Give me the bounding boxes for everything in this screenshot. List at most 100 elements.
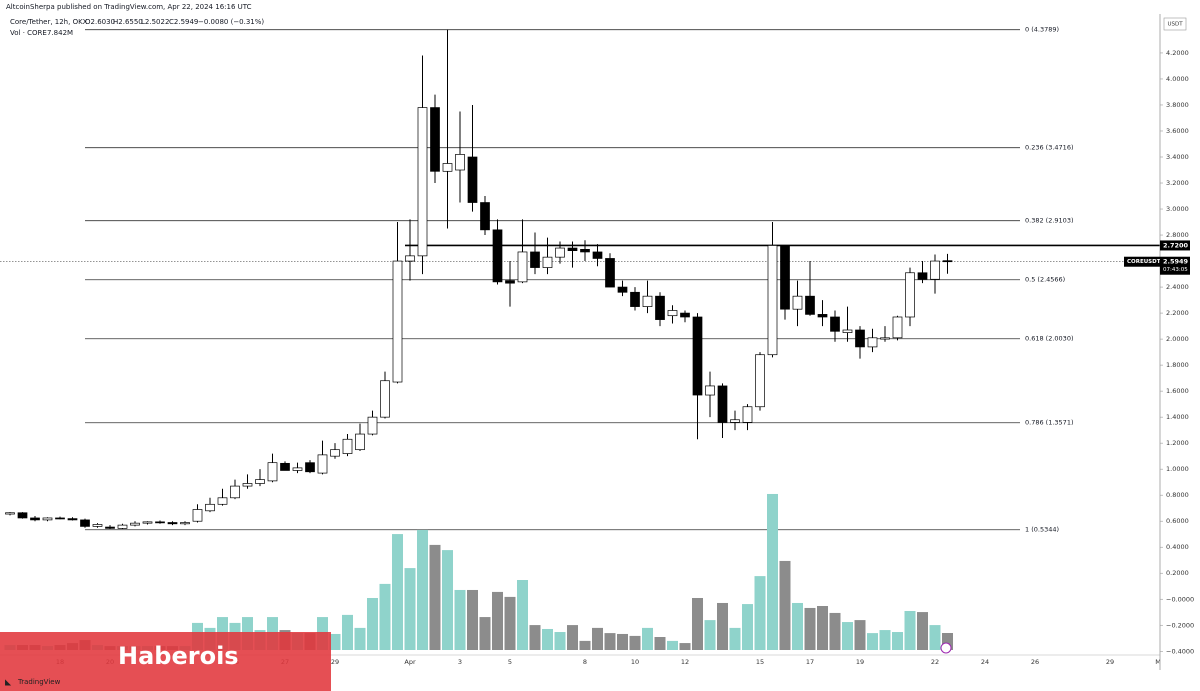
volume-bar bbox=[542, 628, 553, 650]
y-tick-label: 2.2000 bbox=[1166, 309, 1189, 317]
candle-body bbox=[67, 518, 78, 521]
candle-body bbox=[442, 163, 453, 172]
volume-bar bbox=[654, 636, 666, 650]
x-tick-label: 26 bbox=[1031, 658, 1039, 666]
candle-body bbox=[830, 316, 840, 332]
volume-bar bbox=[417, 529, 428, 650]
candle-body bbox=[730, 419, 740, 423]
candle-body bbox=[717, 385, 728, 423]
currency-box bbox=[1163, 17, 1187, 31]
y-tick-label: 2.8000 bbox=[1166, 231, 1189, 239]
candle-body bbox=[405, 255, 415, 262]
volume-bar bbox=[479, 617, 491, 650]
candle-body bbox=[267, 462, 278, 482]
volume-bar bbox=[779, 560, 791, 650]
candle-body bbox=[130, 522, 140, 526]
candle-body bbox=[467, 156, 478, 203]
volume-bar bbox=[904, 610, 916, 650]
candle-body bbox=[455, 154, 465, 171]
countdown-label: 07:43:05 bbox=[1163, 267, 1188, 273]
y-tick-label: 1.0000 bbox=[1166, 465, 1189, 473]
candle-body bbox=[630, 291, 640, 307]
candle-body bbox=[642, 295, 653, 307]
price-axis bbox=[1160, 0, 1200, 691]
volume-bar bbox=[429, 544, 441, 650]
volume-bar bbox=[492, 591, 503, 650]
watermark-logo: ◣ bbox=[5, 678, 12, 687]
candle-body bbox=[367, 416, 378, 435]
volume-bar bbox=[729, 627, 741, 650]
candle-body bbox=[217, 497, 228, 505]
y-tick-label: 0.4000 bbox=[1166, 543, 1189, 551]
fib-label: 0 (4.3789) bbox=[1025, 26, 1059, 34]
candle-body bbox=[855, 329, 865, 348]
y-tick-label: 1.8000 bbox=[1166, 361, 1189, 369]
volume-bar bbox=[754, 576, 766, 650]
candle-body bbox=[480, 202, 490, 231]
change-label: −0.0080 (−0.31%) bbox=[198, 18, 264, 26]
volume-bar bbox=[642, 627, 653, 650]
candle-body bbox=[292, 467, 303, 471]
volume-bar bbox=[792, 602, 803, 650]
resistance-tag bbox=[1160, 240, 1190, 251]
x-tick-label: Apr bbox=[404, 658, 416, 666]
ohlc-label: L2.5022 bbox=[141, 18, 169, 26]
candle-body bbox=[617, 286, 628, 293]
volume-bar bbox=[629, 635, 641, 650]
candle-body bbox=[555, 247, 565, 258]
candle-body bbox=[880, 337, 890, 340]
candle-body bbox=[705, 385, 715, 396]
volume-bar bbox=[892, 632, 903, 650]
volume-bar bbox=[554, 632, 566, 650]
candle-body bbox=[55, 517, 65, 520]
candle-body bbox=[392, 260, 403, 383]
candle-body bbox=[905, 272, 915, 318]
volume-bar bbox=[442, 550, 453, 650]
candle-body bbox=[792, 295, 803, 310]
candle-body bbox=[805, 295, 815, 315]
y-tick-label: 3.2000 bbox=[1166, 179, 1189, 187]
volume-bar bbox=[379, 583, 391, 650]
publisher: AltcoinSherpa published on TradingView.c… bbox=[6, 3, 252, 11]
x-tick-label: 29 bbox=[331, 658, 339, 666]
currency: USDT bbox=[1167, 22, 1183, 28]
volume-bar bbox=[917, 612, 928, 650]
volume-bar bbox=[329, 633, 341, 650]
candle-body bbox=[892, 316, 903, 339]
volume-bar bbox=[392, 534, 403, 650]
volume-bar bbox=[579, 640, 591, 650]
x-tick-label: 22 bbox=[931, 658, 939, 666]
volume-bar bbox=[929, 625, 941, 650]
candle-body bbox=[42, 517, 53, 521]
x-tick-label: 19 bbox=[856, 658, 864, 666]
candle-body bbox=[30, 517, 40, 521]
volume-bar bbox=[942, 633, 953, 650]
candle-body bbox=[680, 312, 690, 318]
x-tick-label: 17 bbox=[806, 658, 814, 666]
candle-body bbox=[430, 107, 440, 172]
candle-body bbox=[692, 316, 703, 396]
candle-body bbox=[317, 454, 328, 474]
candle-body bbox=[167, 522, 178, 525]
volume-bar bbox=[879, 630, 891, 650]
candle-body bbox=[280, 462, 290, 471]
y-tick-label: 2.0000 bbox=[1166, 335, 1189, 343]
volume-label: 7.842M bbox=[47, 29, 73, 37]
y-tick-label: 4.2000 bbox=[1166, 49, 1189, 57]
x-tick-label: 3 bbox=[458, 658, 462, 666]
y-tick-label: 3.6000 bbox=[1166, 127, 1189, 135]
volume-bar bbox=[504, 596, 516, 650]
y-tick-label: 0.2000 bbox=[1166, 569, 1189, 577]
candle-body bbox=[180, 522, 190, 525]
candle-body bbox=[780, 245, 790, 310]
volume-bar bbox=[854, 620, 866, 650]
ohlc-label: O2.6030 bbox=[85, 18, 115, 26]
y-tick-label: 4.0000 bbox=[1166, 75, 1189, 83]
candle-body bbox=[492, 229, 503, 283]
ohlc-label: C2.5949 bbox=[169, 18, 198, 26]
candle-body bbox=[667, 310, 678, 317]
candle-body bbox=[592, 251, 603, 259]
candle-body bbox=[605, 258, 615, 288]
